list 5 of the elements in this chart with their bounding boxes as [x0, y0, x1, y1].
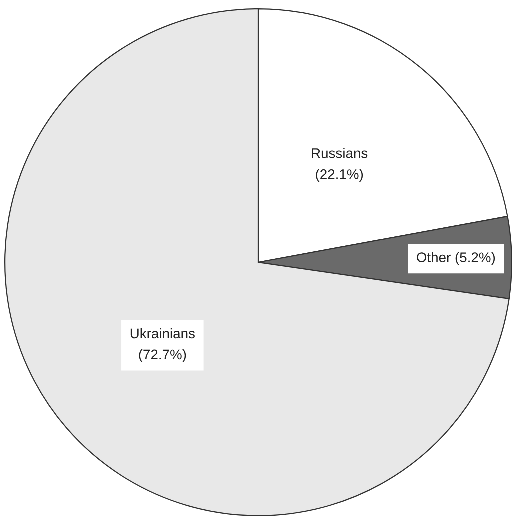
- data-label: (22.1%): [316, 169, 364, 182]
- data-label: (72.7%): [139, 349, 186, 362]
- slice-label: Ukrainians: [130, 328, 195, 339]
- slice-label: Russians: [312, 148, 368, 158]
- slice-label: Other (5.2%): [417, 252, 496, 266]
